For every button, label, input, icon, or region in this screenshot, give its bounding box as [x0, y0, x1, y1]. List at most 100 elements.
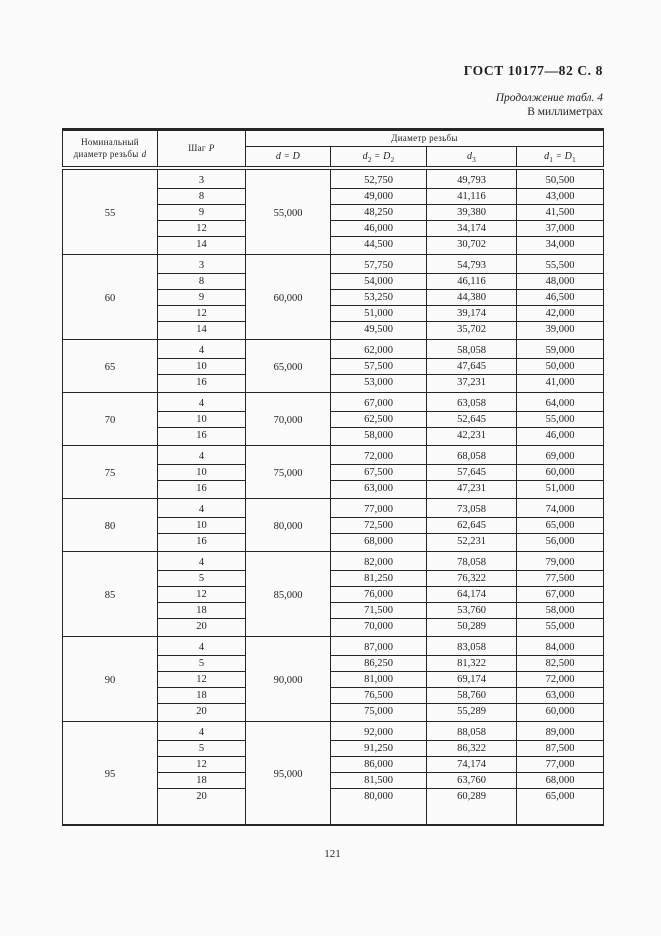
table-row: 5 81,250 76,322 77,500 — [63, 570, 604, 587]
pitch-cell: 18 — [157, 772, 246, 789]
pitch-cell: 18 — [157, 602, 246, 619]
d2-eq-D2-cell: 48,250 — [330, 204, 427, 221]
table-row: 20 80,000 60,289 65,000 — [63, 788, 604, 826]
d3-cell: 73,058 — [426, 498, 517, 518]
pitch-cell: 5 — [157, 655, 246, 672]
pitch-cell: 20 — [157, 788, 246, 826]
pitch-cell: 14 — [157, 236, 246, 255]
equals-sign: = — [374, 151, 381, 161]
d2-eq-D2-cell: 75,000 — [330, 703, 427, 722]
pitch-cell: 18 — [157, 687, 246, 704]
d1-eq-D1-cell: 41,500 — [515, 204, 604, 221]
pitch-cell: 10 — [157, 517, 246, 534]
d1-eq-D1-cell: 82,500 — [515, 655, 604, 672]
d1-eq-D1-cell: 67,000 — [515, 586, 604, 603]
d-eq-D-cell: 70,000 — [245, 392, 331, 446]
d3-cell: 46,116 — [426, 273, 517, 290]
d1-eq-D1-cell: 77,000 — [515, 756, 604, 773]
pitch-cell: 4 — [157, 636, 246, 656]
table-row: 85 4 85,000 82,000 78,058 79,000 — [62, 551, 604, 637]
header-row-sub: d = D d2 = D2 d3 d1 = D1 — [63, 146, 604, 170]
d3-cell: 52,645 — [426, 411, 517, 428]
d2-eq-D2-cell: 62,500 — [330, 411, 427, 428]
d2-eq-D2-cell: 81,250 — [330, 570, 427, 587]
pitch-cell: 16 — [157, 427, 246, 446]
d1-eq-D1-cell: 51,000 — [515, 480, 604, 499]
table-row: 5 91,250 86,322 87,500 — [63, 740, 604, 757]
nominal-diameter-cell: 95 — [62, 721, 158, 826]
thread-diameter-table: Номинальный диаметр резьбы d Шаг P Диаметр… — [62, 128, 605, 826]
pitch-cell: 9 — [157, 289, 246, 306]
d2-eq-D2-cell: 51,000 — [330, 305, 427, 322]
d3-cell: 74,174 — [426, 756, 517, 773]
d3-cell: 69,174 — [426, 671, 517, 688]
nominal-header-line2: диаметр резьбы d — [63, 149, 157, 161]
d1-eq-D1-cell: 60,000 — [515, 464, 604, 481]
d1-eq-D1-cell: 89,000 — [515, 721, 604, 741]
table-row: 12 81,000 69,174 72,000 — [63, 671, 604, 688]
pitch-cell: 16 — [157, 533, 246, 552]
pitch-cell: 9 — [157, 204, 246, 221]
d1-eq-D1-cell: 59,000 — [515, 339, 604, 359]
d1-eq-D1-cell: 64,000 — [515, 392, 604, 412]
d1-eq-D1-cell: 60,000 — [515, 703, 604, 722]
pitch-cell: 14 — [157, 321, 246, 340]
nominal-diameter-cell: 70 — [62, 392, 158, 446]
table-row: 60 3 60,000 57,750 54,793 55,500 — [62, 254, 604, 340]
pitch-cell: 8 — [157, 273, 246, 290]
d2-eq-D2-cell: 67,500 — [330, 464, 427, 481]
table-row: 14 49,500 35,702 39,000 — [63, 321, 604, 340]
table-row: 16 68,000 52,231 56,000 — [63, 533, 604, 552]
d1-eq-D1-cell: 48,000 — [515, 273, 604, 290]
d1-eq-D1-cell: 68,000 — [515, 772, 604, 789]
d3-cell: 64,174 — [426, 586, 517, 603]
equals-sign: = — [556, 151, 562, 161]
nominal-diameter-cell: 90 — [62, 636, 158, 722]
nominal-diameter-cell: 65 — [62, 339, 158, 393]
pitch-cell: 10 — [157, 464, 246, 481]
d2-eq-D2-cell: 49,500 — [330, 321, 427, 340]
d-eq-D-cell: 55,000 — [245, 168, 331, 255]
d1-eq-D1-cell: 43,000 — [515, 188, 604, 205]
d2-eq-D2-cell: 58,000 — [330, 427, 427, 446]
pitch-cell: 4 — [157, 445, 246, 465]
equals-sign: = — [284, 151, 290, 161]
d2-eq-D2-cell: 80,000 — [330, 788, 427, 826]
d1-eq-D1-cell: 41,000 — [515, 374, 604, 393]
d2-eq-D2-cell: 76,000 — [330, 586, 427, 603]
table-row: 20 70,000 50,289 55,000 — [63, 618, 604, 637]
subcol-subscript: 3 — [472, 155, 477, 164]
pitch-cell: 3 — [157, 254, 246, 274]
pitch-cell: 3 — [157, 168, 246, 189]
table-notes: Продолжение табл. 4 В миллиметрах — [496, 92, 603, 119]
pitch-cell: 12 — [157, 671, 246, 688]
d-eq-D-cell: 90,000 — [245, 636, 331, 722]
pitch-cell: 12 — [157, 305, 246, 322]
d2-eq-D2-cell: 86,250 — [330, 655, 427, 672]
table-row: 18 81,500 63,760 68,000 — [63, 772, 604, 789]
d1-eq-D1-cell: 87,500 — [515, 740, 604, 757]
pitch-cell: 4 — [157, 392, 246, 412]
pitch-cell: 16 — [157, 374, 246, 393]
d2-eq-D2-cell: 91,250 — [330, 740, 427, 757]
subcol-header-d1-eq-D1: d1 = D1 — [515, 146, 604, 170]
d1-eq-D1-cell: 39,000 — [515, 321, 604, 340]
col-header-thread-diameter: Диаметр резьбы — [244, 129, 604, 147]
d2-eq-D2-cell: 92,000 — [330, 721, 427, 741]
d3-cell: 37,231 — [426, 374, 517, 393]
d1-eq-D1-cell: 34,000 — [515, 236, 604, 255]
d-eq-D-cell: 75,000 — [245, 445, 331, 499]
table-row: 18 76,500 58,760 63,000 — [63, 687, 604, 704]
d3-cell: 39,174 — [426, 305, 517, 322]
d3-cell: 62,645 — [426, 517, 517, 534]
pitch-cell: 12 — [157, 756, 246, 773]
page-number: 121 — [324, 848, 341, 860]
nominal-diameter-cell: 75 — [62, 445, 158, 499]
subcol-symbol: D — [383, 151, 391, 162]
units-note: В миллиметрах — [527, 105, 603, 118]
d1-eq-D1-cell: 74,000 — [515, 498, 604, 518]
d3-cell: 57,645 — [426, 464, 517, 481]
d1-eq-D1-cell: 55,000 — [515, 618, 604, 637]
table-row: 8 49,000 41,116 43,000 — [63, 188, 604, 205]
table-row: 70 4 70,000 67,000 63,058 64,000 — [62, 392, 604, 446]
